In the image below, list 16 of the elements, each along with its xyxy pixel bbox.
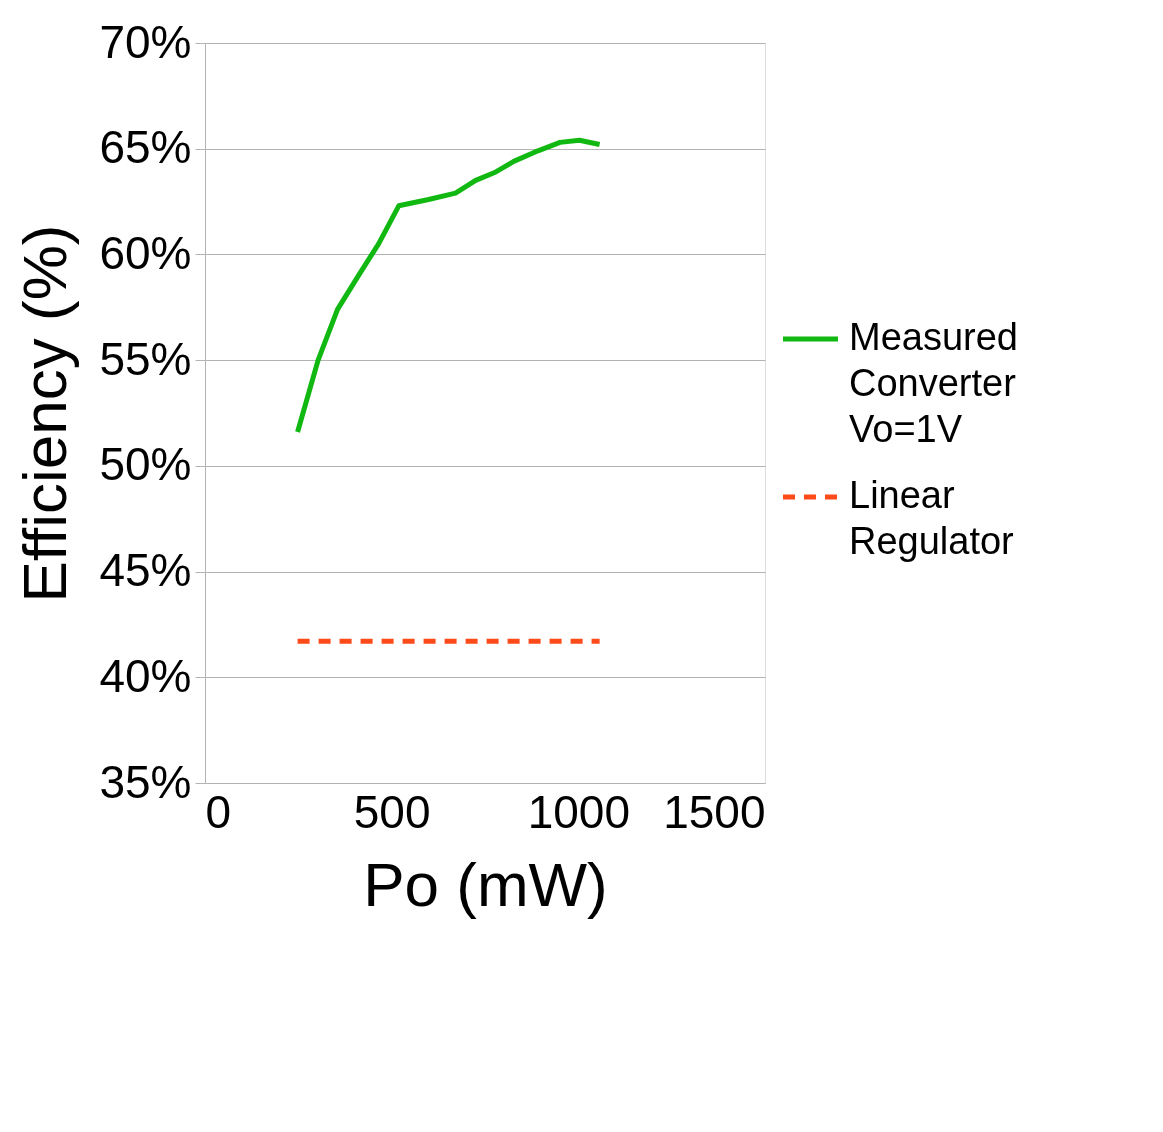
y-tick-label: 60% xyxy=(99,226,192,279)
y-tick-label: 45% xyxy=(99,544,192,597)
x-tick-label: 0 xyxy=(205,785,232,838)
y-tick-label: 35% xyxy=(99,755,192,808)
y-tick-label: 50% xyxy=(99,438,192,491)
y-tick-label: 55% xyxy=(99,332,192,385)
x-tick-label: 500 xyxy=(353,785,431,838)
y-axis-title: Efficiency (%) xyxy=(10,224,80,603)
y-tick-label: 40% xyxy=(99,649,192,702)
legend-label: Measured Converter Vo=1V xyxy=(849,316,1018,450)
y-tick-label: 70% xyxy=(99,15,192,68)
x-axis-title: Po (mW) xyxy=(363,849,608,919)
x-tick-label: 1000 xyxy=(527,785,631,838)
y-tick-label: 65% xyxy=(99,121,192,174)
x-tick-label: 1500 xyxy=(663,785,766,838)
legend-label: Linear Regulator xyxy=(849,474,1015,562)
